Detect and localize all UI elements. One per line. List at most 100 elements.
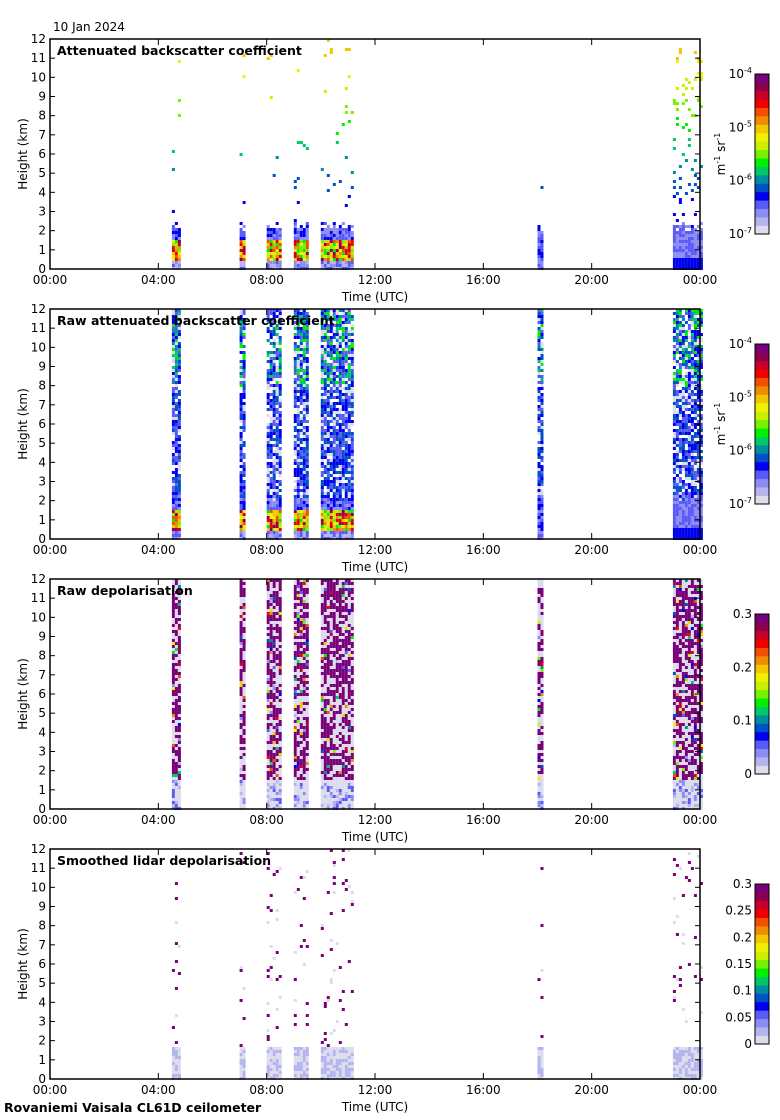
cell: [320, 801, 324, 804]
cell: [320, 474, 324, 477]
cell: [278, 606, 282, 609]
cell: [338, 408, 342, 411]
cell: [272, 261, 276, 264]
cell: [338, 456, 342, 459]
cell: [266, 468, 270, 471]
cell: [293, 321, 297, 324]
cell: [347, 462, 351, 465]
cell: [174, 387, 178, 390]
cell: [302, 324, 306, 327]
cell: [332, 330, 336, 333]
cell: [302, 492, 306, 495]
cell: [272, 717, 276, 720]
cell: [672, 444, 676, 447]
cell: [266, 429, 270, 432]
cell: [293, 429, 297, 432]
cell: [338, 441, 342, 444]
cell: [332, 237, 336, 240]
cell: [693, 432, 697, 435]
cell: [675, 327, 679, 330]
cell: [174, 228, 178, 231]
cell: [335, 477, 339, 480]
cell: [177, 651, 181, 654]
cell: [296, 429, 300, 432]
cell: [302, 501, 306, 504]
cell: [305, 735, 309, 738]
cell: [278, 510, 282, 513]
cell: [684, 363, 688, 366]
cell: [696, 468, 700, 471]
cell: [239, 264, 243, 267]
cell: [687, 366, 691, 369]
cell: [672, 480, 676, 483]
cell: [293, 468, 297, 471]
cell: [266, 627, 270, 630]
cell: [275, 612, 279, 615]
cell: [690, 498, 694, 501]
cell: [684, 99, 688, 102]
cell: [347, 225, 351, 228]
cell: [329, 645, 333, 648]
cell: [299, 348, 303, 351]
cell: [275, 426, 279, 429]
cell: [269, 465, 273, 468]
cell: [344, 396, 348, 399]
cell: [537, 366, 541, 369]
cell: [275, 423, 279, 426]
cell: [323, 402, 327, 405]
cell: [242, 528, 246, 531]
cell: [323, 732, 327, 735]
data-period: [171, 579, 181, 810]
cell: [272, 390, 276, 393]
cell: [341, 522, 345, 525]
cell: [690, 456, 694, 459]
cell: [174, 378, 178, 381]
cell: [350, 450, 354, 453]
cell: [266, 264, 270, 267]
cell: [302, 633, 306, 636]
cell: [177, 408, 181, 411]
cell: [305, 771, 309, 774]
data-period: [239, 54, 246, 270]
cell: [272, 645, 276, 648]
cell: [675, 483, 679, 486]
cell: [266, 624, 270, 627]
cell: [305, 684, 309, 687]
cell: [278, 594, 282, 597]
cell: [299, 792, 303, 795]
cell: [266, 753, 270, 756]
cell: [278, 600, 282, 603]
cell: [344, 456, 348, 459]
cell: [690, 486, 694, 489]
cell: [696, 510, 700, 513]
cell: [672, 519, 676, 522]
cell: [296, 672, 300, 675]
cell: [344, 408, 348, 411]
cell: [272, 783, 276, 786]
cell: [332, 435, 336, 438]
cell: [338, 327, 342, 330]
cell: [272, 477, 276, 480]
cell: [672, 330, 676, 333]
cell: [332, 777, 336, 780]
cell: [696, 378, 700, 381]
cell: [320, 666, 324, 669]
cell: [269, 798, 273, 801]
cell: [269, 648, 273, 651]
cell: [293, 633, 297, 636]
cell: [296, 408, 300, 411]
cell: [278, 528, 282, 531]
cell: [299, 228, 303, 231]
cell: [266, 768, 270, 771]
cell: [699, 72, 703, 75]
cell: [266, 234, 270, 237]
cell: [332, 594, 336, 597]
cell: [540, 330, 544, 333]
cell: [296, 255, 300, 258]
cell: [242, 396, 246, 399]
cell: [537, 456, 541, 459]
cell: [332, 255, 336, 258]
cell: [269, 258, 273, 261]
cell: [299, 765, 303, 768]
cell: [272, 633, 276, 636]
